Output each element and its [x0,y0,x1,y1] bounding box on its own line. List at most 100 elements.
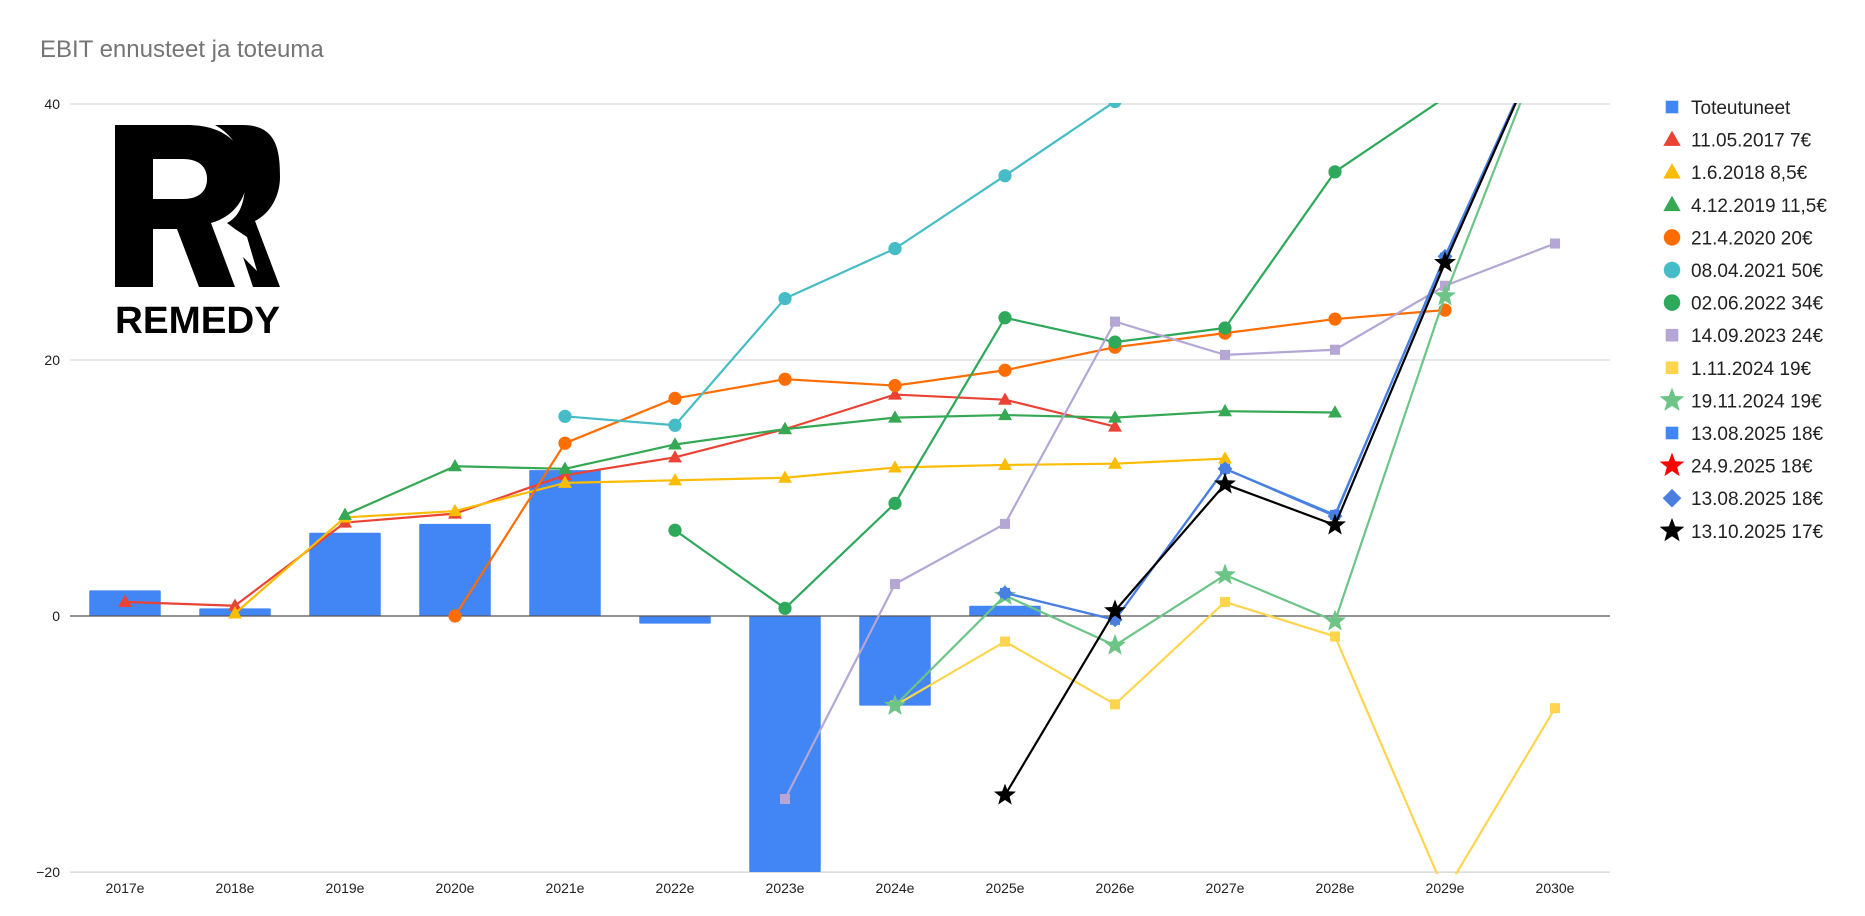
data-point [558,436,572,450]
series-13.10.2025 17€ [994,103,1517,805]
data-point [1434,251,1456,273]
data-point [884,694,906,715]
legend-item: 13.08.2025 18€ [1665,424,1824,445]
legend-marker [1659,452,1685,477]
data-point [1109,699,1121,710]
legend-item: 13.10.2025 17€ [1659,517,1824,543]
data-point [448,609,462,623]
logo-r-right [215,125,280,287]
bar [529,470,601,616]
legend-label: 13.08.2025 18€ [1691,424,1824,445]
legend-marker [1663,261,1681,279]
bar [309,532,381,616]
data-point [778,601,792,615]
data-point [668,437,682,450]
y-tick-label: 0 [52,608,60,624]
y-tick-label: 40 [44,96,60,112]
legend: Toteutuneet 11.05.2017 7€ 1.6.2018 8,5€ 4.1… [1659,98,1827,543]
data-point [778,470,792,483]
series-line [1004,103,1517,621]
x-tick-label: 2025e [986,880,1025,896]
series-13.08.2025 18€ [999,103,1517,625]
logo-text: REMEDY [115,300,280,342]
data-point [888,496,902,510]
series-line [564,103,1115,427]
data-point [998,311,1012,325]
legend-label: 14.09.2023 24€ [1691,326,1824,347]
y-tick-label: 20 [44,352,60,368]
data-point [779,794,791,805]
logo-r-left [115,125,247,287]
series-line [1004,103,1516,621]
data-point [1108,335,1122,349]
gridlines [70,103,1610,873]
legend-label: 02.06.2022 34€ [1691,294,1824,315]
data-point [998,392,1012,405]
data-point [1104,599,1126,621]
legend-label: 1.6.2018 8,5€ [1691,163,1808,184]
data-point [558,468,572,481]
bar [859,616,931,706]
series-line [674,103,1439,610]
series-line [1004,103,1517,796]
legend-marker [1659,517,1685,542]
series-13.08.2025 18€ [997,103,1516,628]
legend-marker [1663,294,1681,311]
x-tick-label: 2027e [1206,880,1245,896]
series-line [784,242,1556,800]
data-point [888,460,902,473]
data-point [1218,451,1232,464]
legend-item: 02.06.2022 34€ [1663,294,1824,315]
x-tick-label: 2030e [1536,880,1575,896]
legend-item: 24.9.2025 18€ [1659,452,1813,478]
data-point [1214,472,1236,494]
data-point [1109,316,1121,327]
x-tick-label: 2017e [106,880,145,896]
data-point [998,363,1012,377]
bar [749,616,821,872]
legend-label: 08.04.2021 50€ [1691,261,1824,282]
data-point [228,606,242,619]
legend-item: Toteutuneet [1665,98,1791,119]
data-point [1549,238,1561,249]
data-point [1217,461,1233,477]
series-1.11.2024 19€ [889,596,1561,874]
data-point [558,409,572,423]
data-point [1108,410,1122,423]
data-point [1328,405,1342,418]
data-point [1108,103,1122,109]
bar [419,523,491,616]
series-line [124,393,1116,607]
bar-series [89,470,1041,872]
data-point [448,459,462,472]
data-point [778,372,792,386]
x-tick-label: 2029e [1426,880,1465,896]
data-point [668,450,682,463]
data-point [994,783,1016,805]
legend-item: 19.11.2024 19€ [1659,387,1822,412]
x-tick-label: 2022e [656,880,695,896]
x-tick-label: 2018e [216,880,255,896]
legend-marker [1662,488,1682,508]
data-point [1434,284,1456,306]
legend-marker [1659,387,1685,411]
legend-marker [1663,130,1681,146]
legend-item: 21.4.2020 20€ [1663,228,1813,249]
x-tick-label: 2026e [1096,880,1135,896]
legend-label: 13.08.2025 18€ [1691,489,1824,510]
data-point [998,407,1012,421]
data-point [668,473,682,486]
x-tick-label: 2028e [1316,880,1355,896]
series-line [344,410,1336,516]
data-point [889,578,901,590]
data-point [1107,612,1123,628]
data-point [448,503,462,517]
data-point [1328,165,1342,179]
data-point [558,461,572,474]
legend-label: 21.4.2020 20€ [1691,228,1813,249]
data-point [1329,631,1341,642]
data-point [888,242,902,256]
data-point [778,421,792,435]
data-point [999,518,1011,529]
